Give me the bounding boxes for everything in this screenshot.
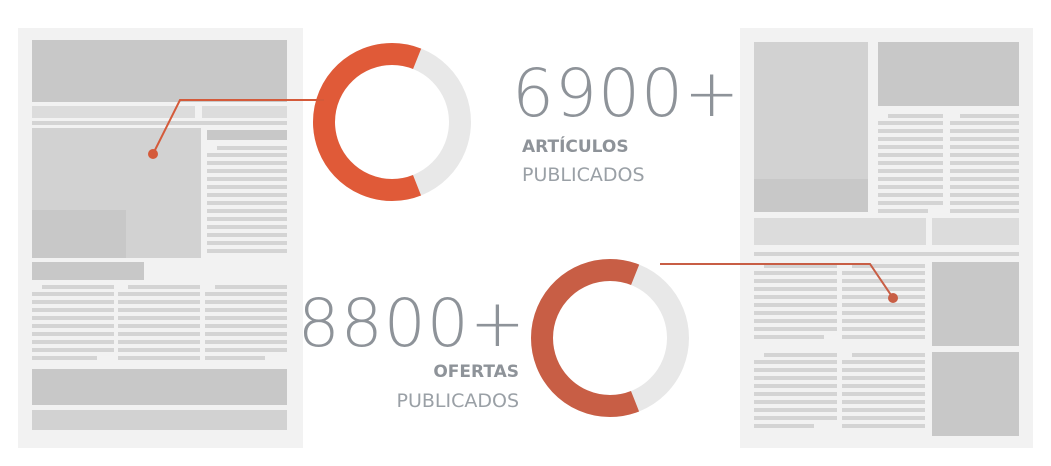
- side-image: [932, 262, 1019, 346]
- newspaper-page-right: [740, 28, 1033, 448]
- newspaper-page-left: [18, 28, 303, 448]
- headline-block: [878, 42, 1019, 106]
- subheading-bar: [32, 262, 144, 280]
- stat-sublabel-ofertas: PUBLICADOS: [396, 390, 520, 412]
- side-image: [932, 352, 1019, 436]
- section-bar: [932, 218, 1019, 245]
- footer-bar: [32, 410, 287, 430]
- connector-dot-articulos: [148, 149, 158, 159]
- ring-progress-ofertas: [531, 259, 689, 417]
- stat-label-ofertas: OFERTAS: [433, 362, 519, 382]
- feature-image-caption: [32, 210, 126, 258]
- masthead-block: [32, 40, 287, 102]
- connector-dot-ofertas: [888, 293, 898, 303]
- stat-value-ofertas: 8800+: [297, 285, 526, 362]
- header-bar: [32, 106, 195, 118]
- header-bar: [202, 106, 287, 118]
- connector-line-articulos: [152, 99, 324, 155]
- stat-label-articulos: ARTÍCULOS: [522, 137, 629, 157]
- stat-value-articulos: 6900+: [512, 55, 741, 132]
- ring-progress-articulos: [313, 42, 471, 201]
- connector-line-ofertas: [660, 263, 894, 299]
- photo-caption: [754, 179, 868, 212]
- sidebar-heading: [207, 130, 287, 140]
- section-bar: [754, 218, 926, 245]
- stat-sublabel-articulos: PUBLICADOS: [522, 164, 645, 186]
- footer-block: [32, 369, 287, 405]
